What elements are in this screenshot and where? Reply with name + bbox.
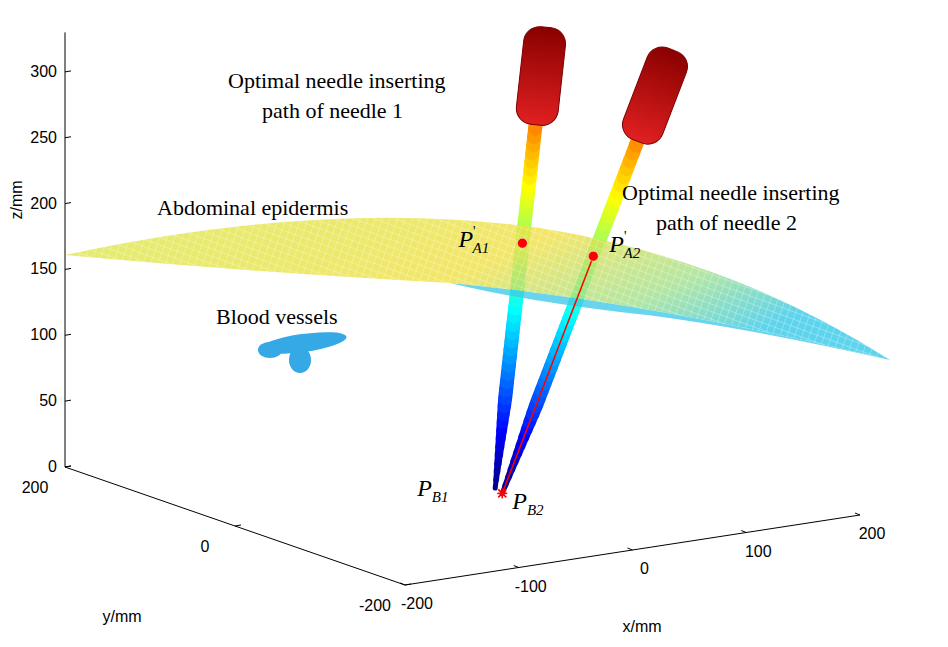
svg-text:-100: -100 <box>515 578 547 595</box>
svg-text:200: 200 <box>30 195 57 212</box>
svg-text:0: 0 <box>640 560 649 577</box>
svg-text:250: 250 <box>30 129 57 146</box>
svg-text:200: 200 <box>859 525 886 542</box>
svg-text:PB1: PB1 <box>416 475 448 505</box>
svg-text:-200: -200 <box>401 595 433 612</box>
svg-text:P'A1: P'A1 <box>457 224 489 256</box>
svg-text:200: 200 <box>22 479 49 496</box>
svg-text:P'A2: P'A2 <box>608 229 640 261</box>
svg-text:x/mm: x/mm <box>622 618 661 635</box>
svg-text:Optimal needle inserting: Optimal needle inserting <box>622 180 840 205</box>
svg-text:300: 300 <box>30 63 57 80</box>
svg-text:path of needle 2: path of needle 2 <box>656 210 797 235</box>
svg-text:150: 150 <box>30 260 57 277</box>
svg-text:y/mm: y/mm <box>102 608 141 625</box>
svg-text:100: 100 <box>30 326 57 343</box>
svg-text:100: 100 <box>745 543 772 560</box>
svg-text:PB2: PB2 <box>511 488 544 518</box>
svg-text:path of needle 1: path of needle 1 <box>262 98 403 123</box>
svg-text:50: 50 <box>39 392 57 409</box>
svg-text:Abdominal epidermis: Abdominal epidermis <box>157 195 348 220</box>
svg-text:0: 0 <box>201 538 210 555</box>
svg-text:z/mm: z/mm <box>8 180 25 219</box>
svg-text:-200: -200 <box>359 597 391 614</box>
svg-text:Optimal needle inserting: Optimal needle inserting <box>228 68 446 93</box>
svg-text:Blood vessels: Blood vessels <box>216 304 338 329</box>
svg-text:0: 0 <box>48 458 57 475</box>
